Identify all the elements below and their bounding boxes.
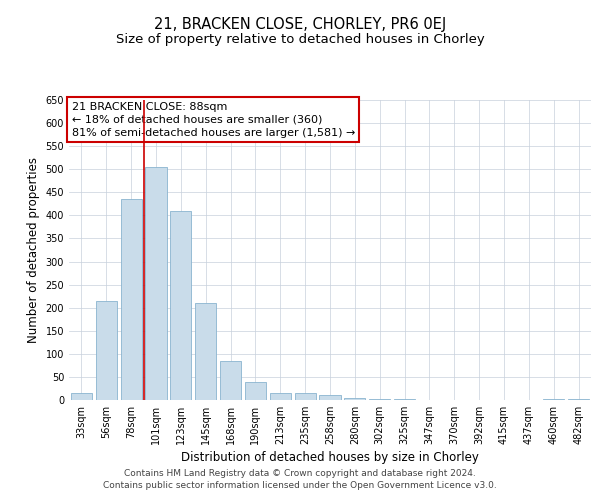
Bar: [195, 303, 216, 400]
X-axis label: Distribution of detached houses by size in Chorley: Distribution of detached houses by size …: [181, 451, 479, 464]
Bar: [319, 396, 341, 400]
Text: 21 BRACKEN CLOSE: 88sqm
← 18% of detached houses are smaller (360)
81% of semi-d: 21 BRACKEN CLOSE: 88sqm ← 18% of detache…: [71, 102, 355, 138]
Bar: [369, 398, 390, 400]
Bar: [394, 399, 415, 400]
Bar: [543, 398, 564, 400]
Text: Size of property relative to detached houses in Chorley: Size of property relative to detached ho…: [116, 32, 484, 46]
Bar: [295, 393, 316, 400]
Bar: [170, 211, 191, 400]
Bar: [245, 382, 266, 400]
Bar: [220, 361, 241, 400]
Bar: [145, 167, 167, 400]
Y-axis label: Number of detached properties: Number of detached properties: [27, 157, 40, 343]
Text: Contains HM Land Registry data © Crown copyright and database right 2024.: Contains HM Land Registry data © Crown c…: [124, 468, 476, 477]
Bar: [344, 398, 365, 400]
Text: Contains public sector information licensed under the Open Government Licence v3: Contains public sector information licen…: [103, 481, 497, 490]
Bar: [96, 301, 117, 400]
Bar: [270, 393, 291, 400]
Bar: [568, 399, 589, 400]
Bar: [71, 393, 92, 400]
Bar: [121, 199, 142, 400]
Text: 21, BRACKEN CLOSE, CHORLEY, PR6 0EJ: 21, BRACKEN CLOSE, CHORLEY, PR6 0EJ: [154, 18, 446, 32]
